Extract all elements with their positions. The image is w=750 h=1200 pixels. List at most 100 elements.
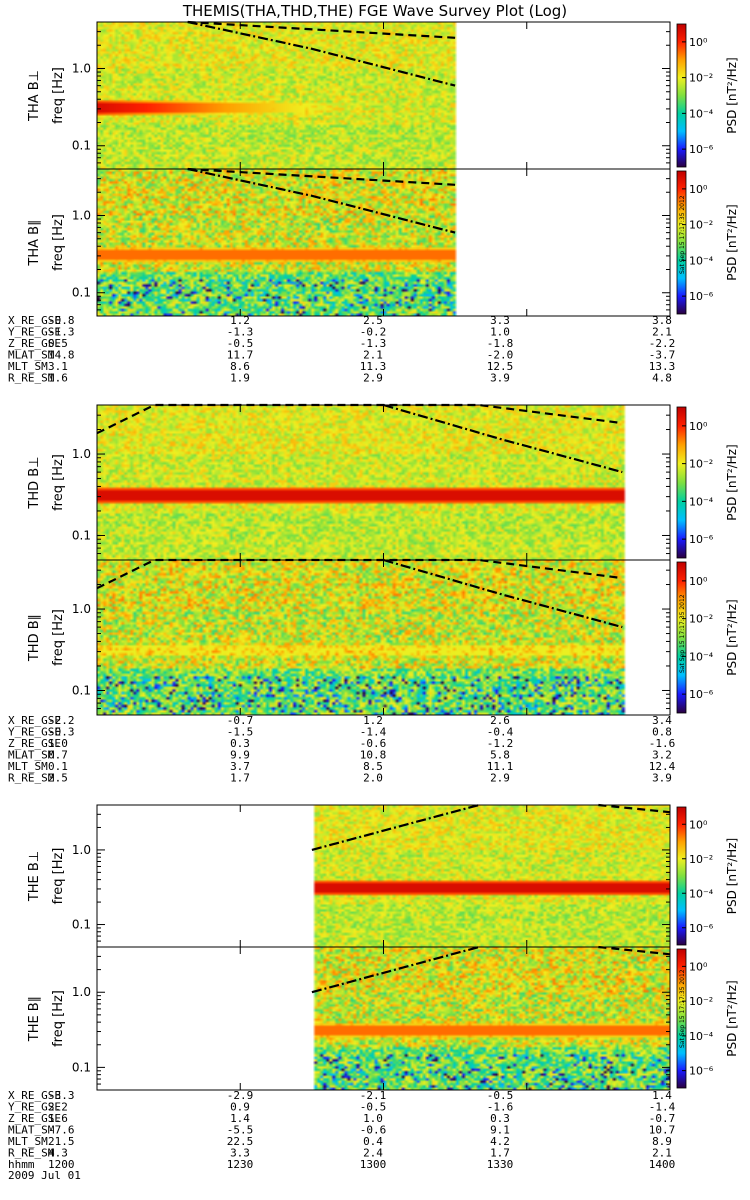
ephemeris-value: -2.2 xyxy=(649,337,676,350)
colorbar-tick-label: 10⁻⁴ xyxy=(689,254,714,267)
ephemeris-value: 3.3 xyxy=(490,314,510,327)
ephemeris-value: 14.8 xyxy=(48,349,75,362)
fce-dashed-line xyxy=(598,945,671,956)
y-tick-label: 0.1 xyxy=(72,139,91,153)
colorbar xyxy=(676,561,687,714)
spectrogram-image xyxy=(97,22,670,169)
colorbar xyxy=(676,806,687,946)
panel-ylabel: freq [Hz] xyxy=(51,214,66,271)
ephemeris-value: 2.1 xyxy=(652,1147,672,1160)
panel-2: 0.1 1.0 THD B⊥ freq [Hz] 10⁰ 10⁻² 10⁻⁴ 10⁻⁶ PSD … xyxy=(27,403,739,561)
colorbar-tick-label: 10⁻² xyxy=(689,458,713,471)
panel-ylabel: freq [Hz] xyxy=(51,67,66,124)
x-tick-label: 1400 xyxy=(649,1158,676,1171)
ephemeris-value: 3.9 xyxy=(652,772,672,785)
y-tick-label: 1.0 xyxy=(72,843,91,857)
ephemeris-value: 8.5 xyxy=(363,760,383,773)
colorbar-tick-label: 10⁻⁴ xyxy=(689,887,714,900)
panel-name: THE B∥ xyxy=(27,996,42,1042)
ephemeris-value: -2.0 xyxy=(487,349,514,362)
ephemeris-value: -1.3 xyxy=(360,337,387,350)
colorbar-tick-label: 10⁻⁶ xyxy=(689,922,714,935)
colorbar-tick-label: 10⁻⁴ xyxy=(689,107,714,120)
figure-title: THEMIS(THA,THD,THE) FGE Wave Survey Plot… xyxy=(182,2,568,20)
ephemeris-value: -1.2 xyxy=(487,737,514,750)
ephemeris-value: -3.7 xyxy=(649,349,676,362)
y-tick-label: 0.1 xyxy=(72,528,91,542)
x-tick-label: 1200 xyxy=(48,1158,75,1171)
ephemeris-value: 8.6 xyxy=(230,360,250,373)
colorbar-tick-label: 10⁻² xyxy=(689,72,713,85)
ephemeris-label: MLAT_SM xyxy=(8,749,55,762)
ephemeris-value: -0.6 xyxy=(360,1124,387,1137)
ephemeris-value: 2.2 xyxy=(48,1101,68,1114)
fce-dashdot-line xyxy=(383,403,623,474)
panel-name: THD B∥ xyxy=(27,614,42,662)
panel-name: THA B⊥ xyxy=(27,70,42,122)
ephemeris-value: 1.7 xyxy=(230,772,250,785)
ephemeris-value: -3.3 xyxy=(48,1089,75,1102)
colorbar-tick-label: 10⁻² xyxy=(689,219,713,232)
ephemeris-value: -2.2 xyxy=(48,714,75,727)
ephemeris-value: 3.2 xyxy=(652,749,672,762)
ephemeris-value: 1.4 xyxy=(652,1089,672,1102)
colorbar-tick-label: 10⁻⁶ xyxy=(689,1065,714,1078)
panel-ylabel: freq [Hz] xyxy=(51,454,66,511)
ephemeris-value: 8.9 xyxy=(652,1135,672,1148)
ephemeris-label: MLT_SM xyxy=(8,1135,48,1148)
ephemeris-value: 1.2 xyxy=(230,314,250,327)
colorbar-tick-label: 10⁻² xyxy=(689,613,713,626)
ephemeris-value: -0.5 xyxy=(227,337,254,350)
y-tick-label: 1.0 xyxy=(72,447,91,461)
ephemeris-label: Z_RE_GSE xyxy=(8,337,61,350)
ephemeris-value: 3.8 xyxy=(652,314,672,327)
ephemeris-block-tha: X_RE_GSE-0.8 1.2 2.5 3.3 3.8Y_RE_GSE-1.3 -1.3… xyxy=(8,314,675,385)
ephemeris-value: 11.3 xyxy=(360,360,387,373)
ephemeris-value: 3.4 xyxy=(652,714,672,727)
panel-ylabel: freq [Hz] xyxy=(51,990,66,1047)
ephemeris-label: R_RE_SM xyxy=(8,1147,55,1160)
panel-ylabel: freq [Hz] xyxy=(51,848,66,905)
ephemeris-value: -1.4 xyxy=(649,1101,676,1114)
ephemeris-label: Y_RE_GSE xyxy=(8,326,61,339)
colorbar-tick-label: 10⁻⁶ xyxy=(689,688,714,701)
ephemeris-label: MLAT_SM xyxy=(8,349,55,362)
ephemeris-value: 0.3 xyxy=(230,737,250,750)
colorbar xyxy=(676,406,687,559)
ephemeris-value: 1.4 xyxy=(230,1112,250,1125)
ephemeris-value: 0.3 xyxy=(490,1112,510,1125)
timestamp-label: Sat Sep 15 17:17:35 2012 xyxy=(679,195,686,274)
ephemeris-value: 0.9 xyxy=(230,1101,250,1114)
ephemeris-label: MLAT_SM xyxy=(8,1124,55,1137)
ephemeris-label: Y_RE_GSE xyxy=(8,1101,61,1114)
fce-dashdot-line xyxy=(187,167,456,234)
timestamp-label: Sat Sep 15 17:17:35 2012 xyxy=(679,969,686,1048)
ephemeris-value: 0.7 xyxy=(48,749,68,762)
date-label: 2009 Jul 01 xyxy=(8,1169,81,1182)
ephemeris-value: -1.4 xyxy=(360,726,387,739)
ephemeris-value: 9.1 xyxy=(490,1124,510,1137)
colorbar-tick-label: 10⁰ xyxy=(689,36,708,49)
ephemeris-value: 4.3 xyxy=(48,1147,68,1160)
ephemeris-value: 11.1 xyxy=(487,760,514,773)
fce-dashdot-line xyxy=(383,558,623,629)
colorbar-tick-label: 10⁻⁶ xyxy=(689,143,714,156)
panel-ylabel: freq [Hz] xyxy=(51,609,66,666)
ephemeris-value: 22.5 xyxy=(227,1135,254,1148)
ephemeris-label: R_RE_SM xyxy=(8,372,55,385)
panel-name: THE B⊥ xyxy=(27,851,42,902)
ephemeris-value: 3.9 xyxy=(490,372,510,385)
x-tick-label: 1230 xyxy=(227,1158,254,1171)
ephemeris-value: -1.3 xyxy=(227,326,254,339)
spectrogram-image xyxy=(97,560,670,715)
colorbar-label: PSD [nT²/Hz] xyxy=(725,444,739,520)
fce-dashdot-line xyxy=(311,803,480,851)
ephemeris-value: -0.5 xyxy=(487,1089,514,1102)
x-axis-label: hhmm xyxy=(8,1158,35,1171)
fce-dashdot-line xyxy=(311,945,480,994)
ephemeris-value: 1.6 xyxy=(48,1112,68,1125)
y-tick-label: 0.1 xyxy=(72,683,91,697)
ephemeris-value: 13.3 xyxy=(649,360,676,373)
